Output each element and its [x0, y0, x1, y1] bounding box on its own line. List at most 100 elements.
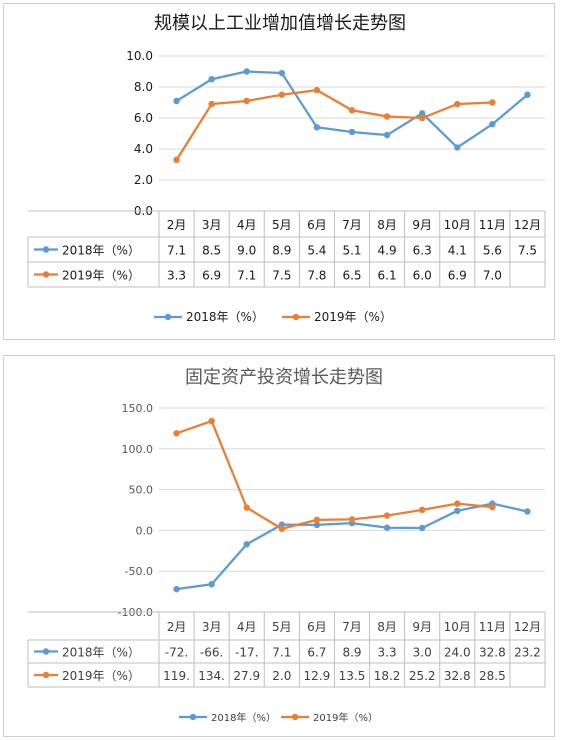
data-point [313, 521, 321, 529]
x-tick-label: 2月 [167, 218, 187, 232]
data-point [454, 507, 461, 515]
chart-panel-investment: 固定资产投资增长走势图 -100.0 -50.0 0.0 50.0 100.0 150.0 2… [3, 355, 555, 737]
data-label: 27.9 [233, 669, 260, 683]
data-label: 24.0 [444, 646, 471, 660]
data-label: 4.1 [448, 244, 467, 258]
data-point [278, 91, 286, 98]
data-point [383, 512, 391, 519]
data-point [454, 100, 461, 108]
data-label: 6.7 [307, 646, 326, 660]
data-label: 7.8 [307, 269, 326, 283]
data-label: 12.9 [304, 669, 331, 683]
data-label: 3.0 [413, 646, 432, 660]
data-point [208, 581, 215, 588]
data-label: 2.0 [272, 669, 291, 683]
data-label: 6.5 [342, 269, 361, 283]
x-tick-label: 11月 [479, 218, 506, 232]
data-point [208, 417, 215, 425]
data-point [243, 541, 250, 548]
data-point [348, 128, 356, 136]
x-tick-label: 2月 [167, 620, 187, 634]
chart-title: 固定资产投资增长走势图 [185, 367, 383, 388]
data-point [348, 107, 356, 114]
data-label: 7.0 [483, 269, 502, 283]
data-point [383, 131, 391, 139]
data-label: 5.6 [483, 244, 502, 258]
x-tick-label: 9月 [412, 620, 432, 634]
data-label: 7.5 [272, 269, 291, 283]
x-tick-label: 6月 [307, 218, 327, 232]
chart-panel-industrial: 规模以上工业增加值增长走势图 0.0 2.0 4.0 6.0 8.0 10.0 2月 3月 4月 5… [3, 3, 555, 340]
y-tick-label: 4.0 [134, 142, 153, 156]
legend-label: 2019年（%） [313, 711, 378, 724]
data-label: 18.2 [374, 669, 401, 683]
data-label: 9.0 [237, 244, 256, 258]
x-tick-label: 5月 [272, 218, 292, 232]
x-tick-label: 10月 [444, 620, 471, 634]
legend-label: 2019年（%） [314, 310, 392, 324]
x-tick-label: 3月 [202, 620, 222, 634]
data-label: 28.5 [479, 669, 506, 683]
data-point [173, 430, 180, 437]
data-point [278, 525, 286, 532]
data-label: 32.8 [479, 646, 506, 660]
data-label: 8.9 [272, 244, 291, 258]
data-label: -72. [165, 646, 188, 660]
x-tick-label: 5月 [272, 620, 292, 634]
y-tick-label: 6.0 [134, 111, 153, 125]
legend-label: 2018年（%） [211, 711, 276, 724]
data-point [489, 121, 496, 128]
data-point [454, 500, 461, 507]
data-label: 6.9 [202, 269, 221, 283]
x-tick-label: 9月 [412, 218, 432, 232]
data-point [208, 100, 215, 108]
data-point [418, 506, 426, 514]
x-tick-label: 4月 [237, 620, 257, 634]
data-point [243, 68, 250, 75]
table-series-name: 2018年（%） [62, 244, 140, 258]
data-point [418, 524, 426, 532]
x-tick-label: 8月 [377, 620, 397, 634]
legend-marker [291, 713, 299, 721]
data-point [173, 97, 180, 105]
table-series-name: 2019年（%） [62, 669, 140, 683]
data-label: 7.5 [518, 244, 537, 258]
series-line-2019 [175, 88, 493, 161]
data-point [524, 91, 531, 98]
data-point [313, 86, 321, 94]
data-label: 134. [198, 669, 225, 683]
table-series-name: 2018年（%） [62, 646, 140, 660]
table-legend-marker [42, 671, 50, 679]
data-point [313, 516, 321, 524]
data-point [173, 585, 180, 593]
data-point [348, 516, 356, 523]
x-tick-label: 11月 [479, 620, 506, 634]
data-point [489, 99, 496, 106]
y-tick-label: -50.0 [125, 565, 153, 578]
y-tick-label: 50.0 [129, 484, 154, 497]
data-label: 4.9 [378, 244, 397, 258]
data-label: 13.5 [339, 669, 366, 683]
x-tick-label: 7月 [342, 620, 362, 634]
data-label: 6.1 [378, 269, 397, 283]
y-tick-label: 100.0 [122, 443, 154, 456]
table-legend-marker [42, 271, 50, 278]
data-label: -17. [235, 646, 258, 660]
table-legend-marker [42, 246, 50, 253]
y-tick-label: 2.0 [134, 173, 153, 187]
data-point [243, 504, 250, 511]
y-tick-label: 10.0 [126, 49, 153, 63]
data-label: 25.2 [409, 669, 436, 683]
y-tick-label: 0.0 [136, 524, 154, 537]
data-label: 8.5 [202, 244, 221, 258]
series-line-2019 [176, 419, 493, 530]
data-label: -66. [200, 646, 223, 660]
x-tick-label: 6月 [307, 620, 327, 634]
y-tick-label: 8.0 [134, 80, 153, 94]
data-point [524, 508, 531, 515]
chart-title: 规模以上工业增加值增长走势图 [154, 13, 406, 34]
data-label: 6.0 [413, 269, 432, 283]
table-series-name: 2019年（%） [62, 269, 140, 283]
data-label: 7.1 [167, 244, 186, 258]
